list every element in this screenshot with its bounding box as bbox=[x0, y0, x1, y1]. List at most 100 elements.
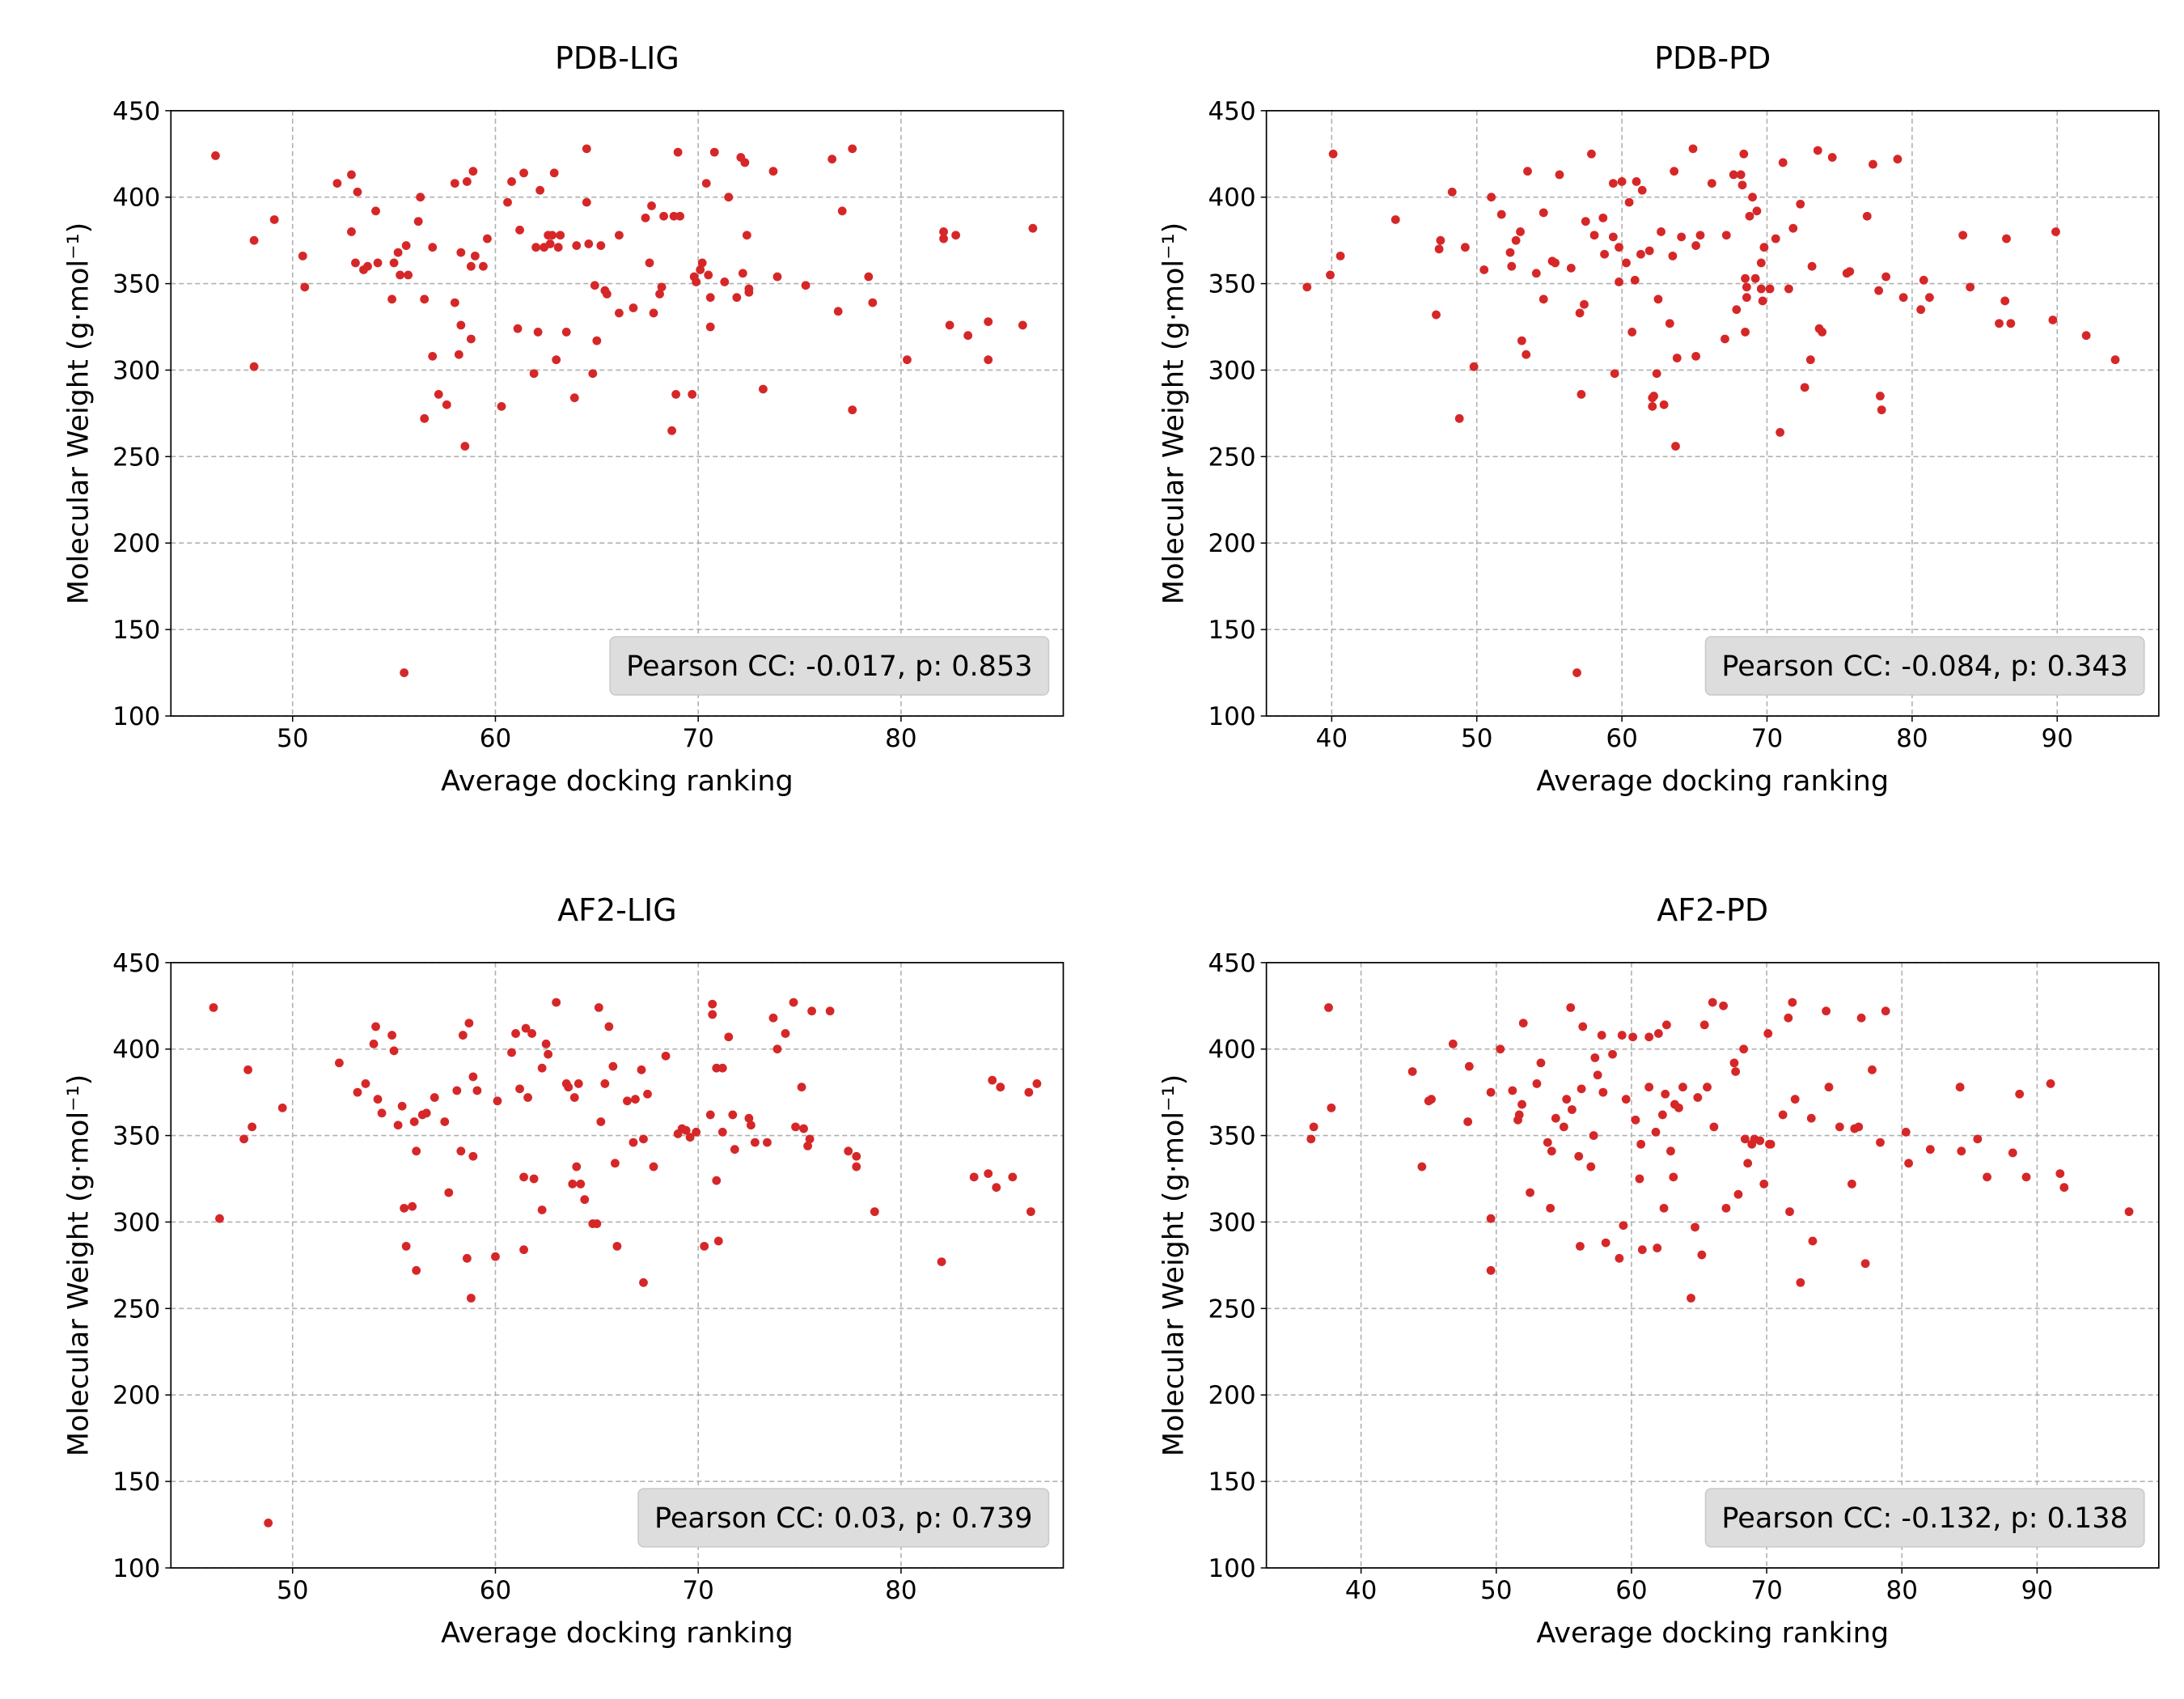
data-point bbox=[692, 1127, 701, 1137]
data-point bbox=[1460, 243, 1470, 252]
data-point bbox=[1860, 1259, 1870, 1269]
data-point bbox=[728, 1110, 738, 1120]
data-point bbox=[1763, 1029, 1773, 1038]
data-point bbox=[393, 248, 403, 257]
data-point bbox=[1740, 1134, 1750, 1144]
data-point bbox=[1805, 355, 1815, 365]
data-point bbox=[1752, 206, 1762, 216]
data-point bbox=[1511, 235, 1521, 245]
data-point bbox=[412, 1265, 421, 1275]
data-point bbox=[1691, 241, 1700, 250]
data-point bbox=[1657, 227, 1666, 236]
data-point bbox=[1665, 319, 1674, 328]
y-tick-label: 150 bbox=[112, 1468, 160, 1497]
data-point bbox=[696, 265, 705, 274]
data-point bbox=[939, 227, 948, 236]
data-point bbox=[763, 1138, 772, 1147]
data-point bbox=[576, 1180, 586, 1188]
data-point bbox=[1813, 146, 1822, 155]
axes-frame-pdb-lig bbox=[170, 109, 1064, 717]
data-point bbox=[1898, 293, 1908, 303]
data-point bbox=[1543, 1138, 1552, 1147]
data-point bbox=[1881, 272, 1890, 282]
data-point bbox=[409, 1117, 419, 1126]
data-point bbox=[371, 1022, 380, 1032]
data-point bbox=[772, 1044, 782, 1054]
data-point bbox=[596, 241, 606, 250]
data-point bbox=[369, 1039, 379, 1049]
data-point bbox=[1447, 187, 1457, 197]
annotation-box bbox=[637, 1488, 1050, 1548]
y-tick-label: 350 bbox=[1208, 1122, 1255, 1151]
pearson-annotation-af2-pd: Pearson CC: -0.132, p: 0.138 bbox=[1704, 1488, 2145, 1548]
data-point bbox=[400, 668, 409, 677]
data-point bbox=[1847, 1180, 1856, 1188]
data-point bbox=[507, 1048, 516, 1057]
data-point bbox=[1417, 1162, 1427, 1172]
data-point bbox=[661, 1051, 671, 1061]
data-point bbox=[462, 177, 472, 186]
data-point bbox=[332, 179, 342, 188]
data-point bbox=[377, 1108, 387, 1118]
data-point bbox=[868, 298, 878, 307]
axes-frame-af2-lig bbox=[170, 961, 1064, 1569]
data-point bbox=[1578, 1022, 1588, 1032]
data-point bbox=[582, 144, 591, 154]
y-tick-label: 450 bbox=[112, 97, 160, 126]
y-tick-label: 400 bbox=[112, 184, 160, 213]
subplot-pdb-lig: 50 60 70 80 100 150 200 250 300 350 400 450 PDB-LIG A… bbox=[62, 40, 1064, 798]
data-point bbox=[1765, 284, 1775, 294]
data-point bbox=[1407, 1067, 1417, 1076]
data-point bbox=[1784, 1013, 1793, 1023]
y-tick-label: 100 bbox=[1208, 1554, 1255, 1583]
data-point bbox=[1637, 1245, 1647, 1255]
data-point bbox=[249, 362, 259, 371]
data-point bbox=[852, 1162, 861, 1172]
data-point bbox=[519, 1245, 528, 1255]
data-point bbox=[440, 1117, 450, 1126]
data-point bbox=[708, 999, 717, 1009]
data-point bbox=[657, 282, 667, 292]
data-point bbox=[1518, 1019, 1528, 1028]
x-tick-label: 50 bbox=[1461, 724, 1492, 753]
data-point bbox=[1653, 294, 1663, 304]
data-point bbox=[361, 1079, 370, 1088]
y-tick-label: 200 bbox=[112, 1381, 160, 1410]
scatter-series-pdb-pd bbox=[1302, 144, 2120, 677]
data-point bbox=[1617, 1031, 1627, 1040]
data-point bbox=[552, 998, 561, 1007]
data-point bbox=[612, 1241, 622, 1251]
data-point bbox=[1818, 328, 1827, 337]
data-point bbox=[1636, 249, 1645, 259]
data-point bbox=[483, 234, 492, 244]
data-point bbox=[1635, 1174, 1644, 1184]
data-point bbox=[537, 1063, 547, 1073]
data-point bbox=[1577, 1084, 1586, 1094]
data-point bbox=[1522, 350, 1531, 359]
data-point bbox=[430, 1093, 439, 1102]
data-point bbox=[681, 1125, 691, 1135]
data-point bbox=[353, 187, 362, 197]
data-point bbox=[568, 1180, 578, 1188]
data-point bbox=[521, 1023, 531, 1033]
data-point bbox=[1983, 1172, 1991, 1182]
data-point bbox=[428, 351, 438, 361]
data-point bbox=[629, 1138, 638, 1147]
data-point bbox=[553, 243, 563, 252]
data-point bbox=[647, 201, 656, 210]
y-tick-label: 350 bbox=[1208, 270, 1255, 299]
data-point bbox=[401, 241, 411, 250]
data-point bbox=[515, 225, 524, 235]
data-point bbox=[701, 179, 711, 188]
data-point bbox=[1973, 1134, 1983, 1144]
data-point bbox=[450, 179, 459, 188]
data-point bbox=[1732, 305, 1742, 315]
data-point bbox=[1600, 249, 1609, 259]
data-point bbox=[2046, 1079, 2055, 1088]
data-point bbox=[249, 235, 259, 245]
y-tick-label: 250 bbox=[112, 443, 160, 472]
data-point bbox=[468, 167, 478, 176]
data-point bbox=[2051, 227, 2060, 236]
data-point bbox=[1546, 1203, 1555, 1213]
chart-title-af2-lig: AF2-LIG bbox=[557, 892, 677, 928]
